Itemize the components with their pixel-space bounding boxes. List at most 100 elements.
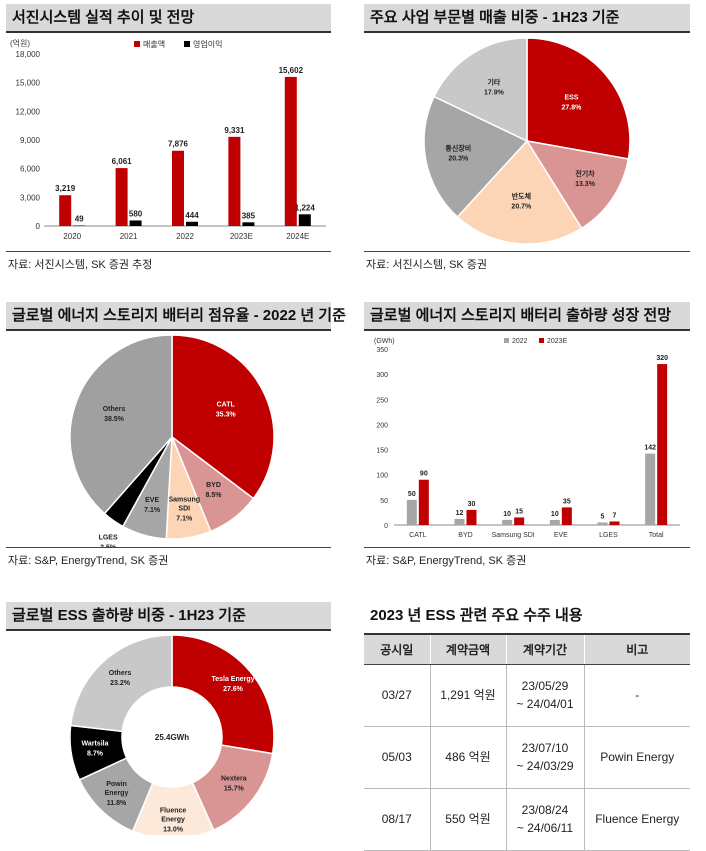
y-tick-label: 300 bbox=[376, 372, 388, 379]
x-tick-label: 2021 bbox=[120, 232, 138, 241]
slice-value-label: 17.9% bbox=[484, 90, 505, 97]
data-label-2022: 10 bbox=[551, 511, 559, 518]
data-label-sales: 6,061 bbox=[112, 157, 133, 166]
legend-swatch-sales bbox=[134, 41, 140, 47]
bar-op bbox=[299, 214, 311, 226]
data-label-op: 385 bbox=[242, 211, 256, 220]
y-tick-label: 150 bbox=[376, 448, 388, 455]
bar-2023e bbox=[419, 480, 429, 525]
slice-value-label: 8.5% bbox=[206, 492, 223, 499]
source-divider bbox=[6, 251, 331, 252]
data-label-2022: 142 bbox=[644, 445, 656, 452]
slice-value-label: 15.7% bbox=[224, 786, 245, 793]
bar-2022 bbox=[502, 520, 512, 525]
cell-date: 03/27 bbox=[364, 664, 430, 726]
period-end: ~ 24/04/01 bbox=[507, 695, 584, 713]
source-divider bbox=[364, 251, 690, 252]
slice-name-label: EVE bbox=[145, 497, 159, 504]
slice-name-label: 반도체 bbox=[512, 192, 531, 201]
source-divider bbox=[364, 547, 690, 548]
slice-value-label: 35.3% bbox=[216, 411, 237, 418]
period-start: 23/08/24 bbox=[507, 801, 584, 819]
slice-value-label: 27.8% bbox=[562, 105, 583, 112]
y-tick-label: 200 bbox=[376, 422, 388, 429]
y-tick-label: 0 bbox=[36, 222, 41, 231]
x-tick-label: LGES bbox=[599, 532, 618, 539]
table-row: 08/17 550 억원 23/08/24~ 24/06/11 Fluence … bbox=[364, 788, 690, 850]
slice-name-label: Fluence bbox=[160, 807, 187, 814]
y-tick-label: 50 bbox=[380, 498, 388, 505]
sales-bar-chart: (억원) 0 3,000 6,000 9,000 12,000 15,000 18,000 매출… bbox=[6, 38, 331, 253]
header-amount: 계약금액 bbox=[430, 634, 506, 664]
bar-2023e bbox=[562, 507, 572, 525]
y-tick-label: 3,000 bbox=[20, 193, 41, 202]
legend-label-2022: 2022 bbox=[512, 338, 528, 345]
battery-share-pie: CATL35.3%BYD8.5%SamsungSDI7.1%EVE7.1%LGE… bbox=[6, 333, 331, 548]
data-label-sales: 15,602 bbox=[279, 66, 304, 75]
data-label-sales: 7,876 bbox=[168, 140, 189, 149]
slice-value-label: 7.1% bbox=[176, 515, 193, 522]
slice-value-label: 38.5% bbox=[104, 416, 125, 423]
legend-label-2023e: 2023E bbox=[547, 338, 568, 345]
cell-period: 23/08/24~ 24/06/11 bbox=[506, 788, 584, 850]
x-tick-label: Total bbox=[649, 532, 664, 539]
pie-slice bbox=[527, 38, 630, 159]
slice-name-label: Samsung bbox=[169, 496, 201, 503]
header-period: 계약기간 bbox=[506, 634, 584, 664]
y-tick-label: 9,000 bbox=[20, 136, 41, 145]
panel-title: 주요 사업 부문별 매출 비중 - 1H23 기준 bbox=[364, 4, 690, 33]
data-label-op: 1,224 bbox=[295, 203, 316, 212]
header-note: 비고 bbox=[584, 634, 690, 664]
x-tick-label: BYD bbox=[458, 532, 472, 539]
data-label-2023e: 7 bbox=[613, 512, 617, 519]
bar-sales bbox=[172, 151, 184, 226]
slice-value-label: 20.7% bbox=[511, 204, 532, 211]
slice-name-label: SDI bbox=[178, 505, 190, 512]
data-label-2023e: 90 bbox=[420, 471, 428, 478]
data-label-2022: 5 bbox=[601, 513, 605, 520]
slice-name-label: LGES bbox=[99, 534, 118, 541]
slice-value-label: 13.0% bbox=[163, 826, 184, 833]
slice-name-label: Nextera bbox=[221, 776, 247, 783]
legend-swatch-2022 bbox=[504, 338, 509, 343]
slice-name-label: Powin bbox=[106, 781, 127, 788]
x-tick-label: EVE bbox=[554, 532, 568, 539]
bar-2022 bbox=[598, 522, 608, 525]
y-tick-label: 6,000 bbox=[20, 165, 41, 174]
bar-op bbox=[242, 222, 254, 226]
slice-name-label: Tesla Energy bbox=[211, 676, 254, 683]
data-label-op: 49 bbox=[75, 215, 84, 224]
slice-value-label: 11.8% bbox=[107, 800, 127, 807]
header-date: 공시일 bbox=[364, 634, 430, 664]
bar-2023e bbox=[657, 364, 667, 525]
bar-op bbox=[186, 222, 198, 226]
slice-name-label: Energy bbox=[161, 816, 185, 823]
y-tick-label: 15,000 bbox=[16, 79, 41, 88]
legend-label-op: 영업이익 bbox=[193, 39, 222, 49]
period-start: 23/05/29 bbox=[507, 677, 584, 695]
source-text: 자료: 서진시스템, SK 증권 추정 bbox=[8, 256, 152, 272]
slice-name-label: Others bbox=[109, 670, 132, 677]
y-unit-label: (억원) bbox=[10, 38, 30, 48]
slice-value-label: 20.3% bbox=[448, 155, 469, 162]
table-header-row: 공시일 계약금액 계약기간 비고 bbox=[364, 634, 690, 664]
y-tick-label: 12,000 bbox=[16, 107, 41, 116]
data-label-op: 444 bbox=[185, 211, 199, 220]
slice-value-label: 8.7% bbox=[87, 750, 104, 757]
bar-2022 bbox=[550, 520, 560, 525]
table-row: 03/27 1,291 억원 23/05/29~ 24/04/01 - bbox=[364, 664, 690, 726]
bar-sales bbox=[228, 137, 240, 226]
panel-title: 글로벌 ESS 출하량 비중 - 1H23 기준 bbox=[6, 602, 331, 631]
cell-note: Fluence Energy bbox=[584, 788, 690, 850]
legend-swatch-op bbox=[184, 41, 190, 47]
legend-label-sales: 매출액 bbox=[143, 39, 165, 49]
data-label-2023e: 30 bbox=[468, 501, 476, 508]
y-tick-label: 18,000 bbox=[16, 50, 41, 59]
data-label-2023e: 320 bbox=[656, 355, 668, 362]
slice-name-label: 통신장비 bbox=[445, 143, 471, 152]
